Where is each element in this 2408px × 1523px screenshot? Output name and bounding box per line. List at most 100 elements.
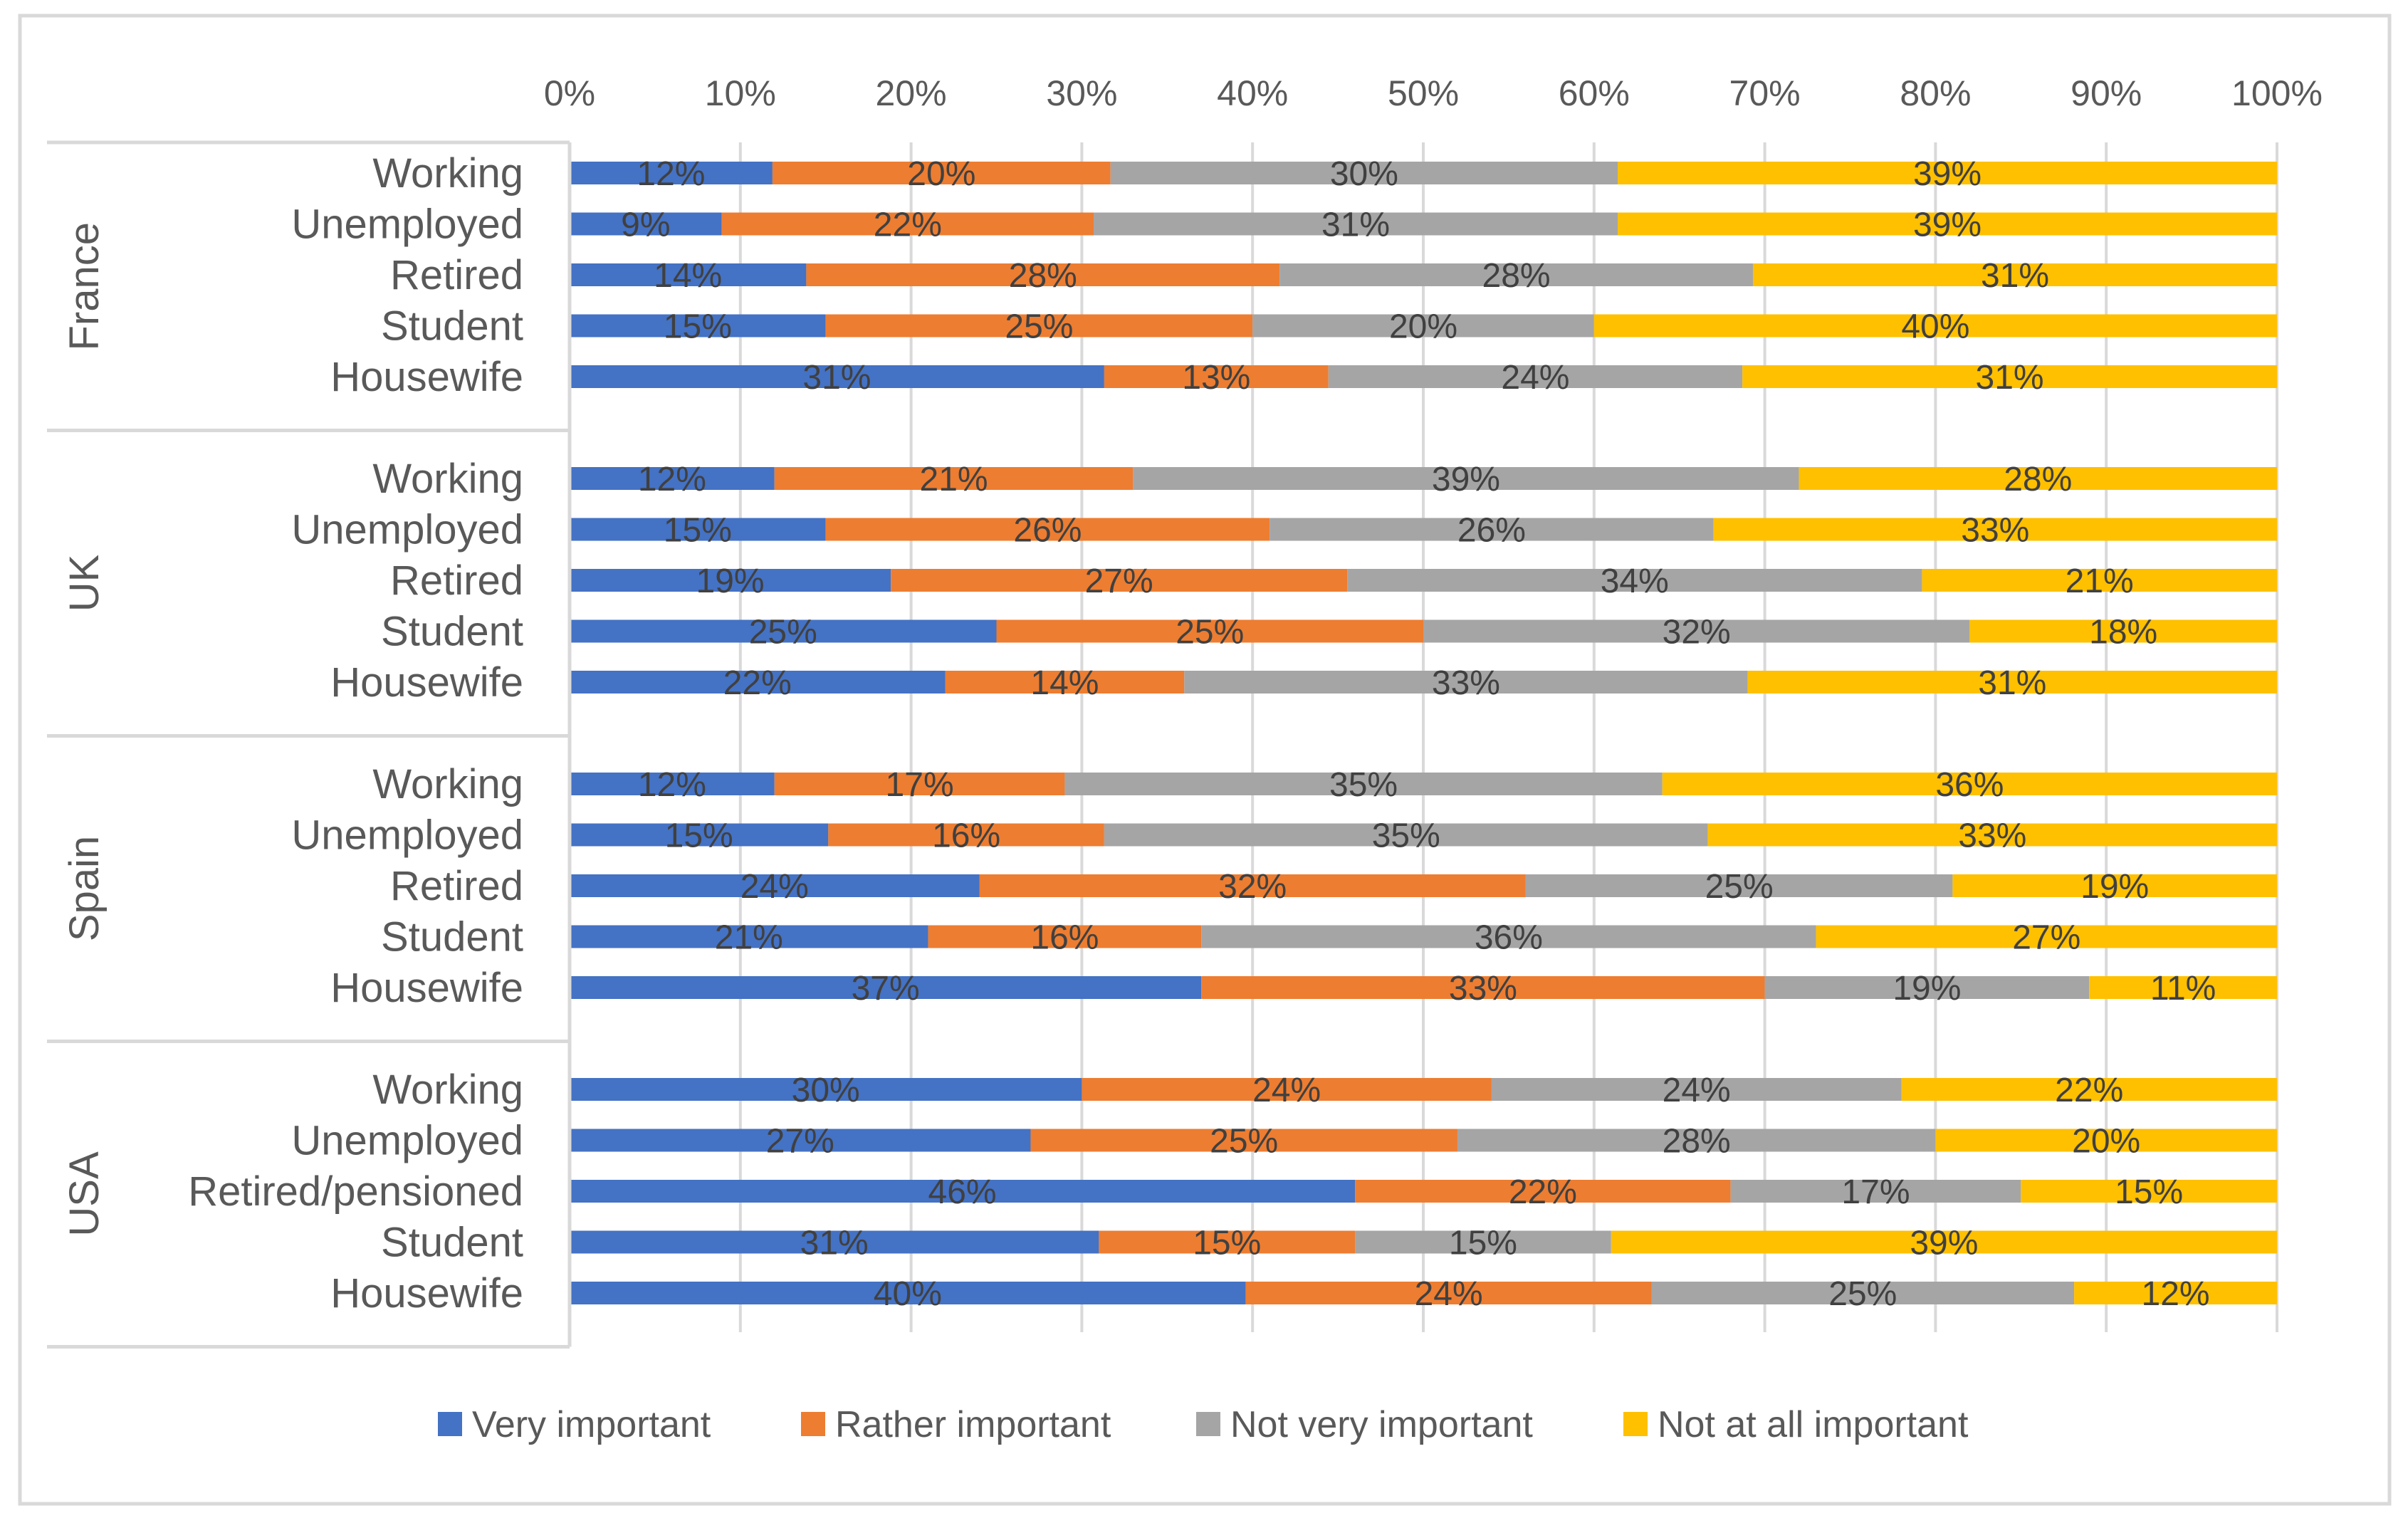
bar-segment [1110, 162, 1618, 184]
legend-label: Not at all important [1658, 1404, 1969, 1445]
data-label: 16% [1030, 919, 1099, 957]
bar-segment [1618, 212, 2277, 236]
data-label: 20% [2072, 1123, 2140, 1161]
data-label: 25% [1210, 1123, 1278, 1161]
data-label: 25% [749, 614, 817, 651]
group-label: UK [61, 554, 108, 612]
data-label: 12% [637, 155, 705, 193]
data-label: 17% [886, 766, 954, 804]
data-label: 24% [1252, 1072, 1321, 1109]
bar-segment [2074, 1282, 2277, 1304]
bar-segment [1752, 263, 2277, 286]
data-label: 24% [1415, 1275, 1483, 1313]
data-label: 30% [792, 1072, 860, 1109]
bar-segment [570, 671, 946, 694]
data-label: 25% [1828, 1275, 1897, 1313]
category-label: Unemployed [291, 1118, 523, 1164]
data-label: 31% [1321, 206, 1390, 244]
data-label: 39% [1913, 155, 1982, 193]
data-label: 31% [1981, 257, 2049, 295]
data-label: 37% [852, 970, 920, 1008]
bar-segment [1525, 874, 1953, 897]
bar-segment [1201, 976, 1765, 999]
data-label: 30% [1330, 155, 1398, 193]
x-axis-ticks: 0% 10% 20% 30% 40% 50% 60% 70% 80% 90% 100% [544, 73, 2323, 113]
category-label: Working [372, 761, 523, 807]
data-label: 35% [1372, 817, 1440, 855]
data-label: 19% [696, 562, 765, 600]
group-label: France [61, 222, 108, 351]
data-label: 15% [664, 512, 732, 550]
data-label: 27% [1085, 562, 1153, 600]
data-label: 13% [1182, 359, 1250, 397]
bar-segment [721, 212, 1094, 236]
category-label: Working [372, 150, 523, 197]
data-label: 39% [1432, 461, 1500, 498]
data-label: 28% [1663, 1123, 1731, 1161]
bar-segment [1030, 1129, 1457, 1152]
data-label: 15% [1449, 1225, 1517, 1262]
bar-segment [1133, 467, 1799, 490]
legend-swatch [801, 1412, 825, 1436]
data-label: 12% [638, 766, 706, 804]
x-tick-label: 100% [2231, 73, 2323, 113]
bar-segment [570, 467, 775, 490]
bar-segment [1730, 1180, 2021, 1203]
legend-swatch [1196, 1412, 1220, 1436]
data-label: 15% [1193, 1225, 1261, 1262]
data-label: 35% [1329, 766, 1398, 804]
data-label: 12% [638, 461, 706, 498]
bar-segment [570, 1282, 1246, 1304]
bar-segment [2089, 976, 2277, 999]
category-label: Unemployed [291, 202, 523, 248]
bars: 12% 20% 30% 39% 9% 22% 31% 39% 14% 28% 28% 31% 15% 25… [570, 155, 2277, 1313]
data-label: 24% [740, 868, 809, 906]
data-label: 22% [1509, 1173, 1577, 1211]
bar-segment [570, 1180, 1356, 1203]
category-label: Student [381, 914, 523, 961]
legend: Very important Rather important Not very i… [438, 1404, 1969, 1445]
data-label: 25% [1705, 868, 1774, 906]
bar-segment [1651, 1282, 2075, 1304]
bar-segment [1423, 619, 1970, 643]
x-tick-label: 90% [2071, 73, 2142, 113]
x-tick-label: 60% [1559, 73, 1630, 113]
category-label: Retired [390, 252, 523, 298]
data-label: 33% [1432, 664, 1500, 702]
group-label: Spain [61, 836, 108, 941]
bar-segment [1104, 823, 1708, 847]
data-label: 19% [1893, 970, 1961, 1008]
bar-segment [570, 1078, 1082, 1101]
category-label: Student [381, 609, 523, 655]
bar-segment [570, 619, 997, 643]
bar-segment [1099, 1230, 1356, 1254]
bar-segment [828, 823, 1104, 847]
x-tick-label: 40% [1217, 73, 1288, 113]
bar-segment [1952, 874, 2277, 897]
data-label: 40% [1901, 308, 1969, 346]
legend-label: Rather important [835, 1404, 1111, 1445]
bar-segment [825, 518, 1270, 541]
bar-segment [570, 823, 829, 847]
data-label: 25% [1005, 308, 1073, 346]
data-label: 36% [1475, 919, 1543, 957]
data-label: 28% [1009, 257, 1077, 295]
bar-segment [1922, 569, 2277, 592]
data-label: 31% [1978, 664, 2046, 702]
bar-segment [1799, 467, 2277, 490]
data-label: 34% [1601, 562, 1669, 600]
bar-segment [1355, 1230, 1611, 1254]
x-tick-label: 30% [1046, 73, 1117, 113]
bar-segment [570, 314, 826, 337]
bar-segment [1270, 518, 1714, 541]
bar-segment [772, 162, 1111, 184]
bar-segment [1252, 314, 1594, 337]
category-label: Student [381, 303, 523, 350]
bar-segment [1593, 314, 2277, 337]
bar-segment [570, 212, 722, 236]
data-label: 25% [1176, 614, 1244, 651]
data-label: 9% [621, 206, 670, 244]
category-label: Working [372, 1067, 523, 1113]
data-label: 22% [874, 206, 942, 244]
x-tick-label: 0% [544, 73, 595, 113]
